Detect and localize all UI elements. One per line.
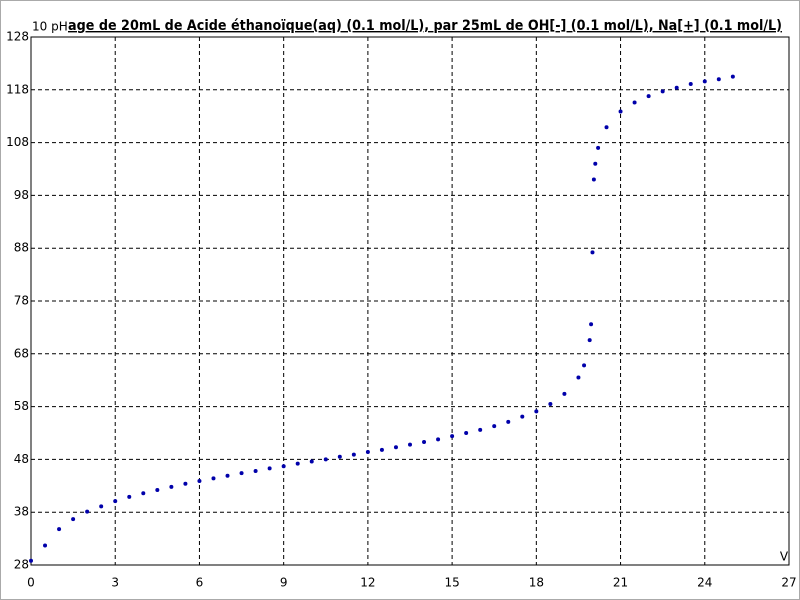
y-tick-label: 48 [14,452,29,466]
data-point [492,424,497,429]
y-tick-label: 118 [6,82,29,96]
x-tick-label: 18 [529,576,544,590]
x-tick-label: 27 [781,576,796,590]
data-point [71,517,76,522]
data-point [281,464,286,469]
data-point [436,437,441,442]
data-point [29,558,33,563]
data-point [99,504,104,509]
data-point [604,125,609,130]
plot-frame [30,36,790,566]
y-tick-label: 88 [14,241,29,255]
data-point [267,466,272,471]
data-point [323,457,328,462]
y-tick-label: 78 [14,294,29,308]
data-point [450,434,455,439]
y-tick-label: 58 [14,399,29,413]
data-point [590,250,595,255]
data-point [593,161,598,166]
data-point [337,454,342,459]
data-point [478,427,483,432]
x-tick-label: 9 [280,576,288,590]
x-axis-label: V [780,550,789,564]
y-axis-label: 10 pH [32,20,68,34]
y-tick-label: 38 [14,505,29,519]
x-tick-label: 12 [360,576,375,590]
data-point [548,401,553,406]
data-point [506,419,511,424]
data-point [576,375,581,380]
data-point [464,431,469,435]
x-tick-label: 15 [444,576,459,590]
data-point [393,445,398,450]
data-point [716,77,721,82]
data-point [408,442,412,447]
y-tick-label: 128 [6,30,29,44]
data-point [422,439,427,444]
data-point [183,481,188,486]
x-tick-label: 24 [697,576,712,590]
data-point [379,447,384,452]
data-point [57,527,62,532]
data-point [309,459,314,464]
data-point [587,338,592,343]
data-point [85,509,90,514]
data-point [155,488,160,493]
data-point [295,461,300,466]
data-point [688,81,693,86]
data-point [674,85,679,90]
data-point [113,499,118,504]
data-point [582,363,587,368]
x-tick-label: 0 [27,576,35,590]
x-tick-label: 3 [111,576,119,590]
data-point [197,479,202,484]
data-point [562,391,567,396]
data-point [253,469,258,474]
data-point [520,414,525,419]
data-point [596,145,601,150]
data-point [646,94,651,99]
data-point [618,109,623,114]
y-tick-label: 98 [14,188,29,202]
data-point [632,100,637,105]
data-point [225,473,230,478]
data-point [43,543,48,548]
y-tick-label: 108 [6,135,29,149]
data-point [127,494,132,499]
chart-title: age de 20mL de Acide éthanoïque(aq) (0.1… [68,18,782,34]
data-point [351,452,356,457]
data-point [239,471,244,476]
data-point [534,409,539,414]
y-tick-label: 68 [14,346,29,360]
data-point [702,79,707,84]
data-point [591,177,596,182]
data-point [660,89,665,94]
x-tick-label: 6 [196,576,204,590]
data-point [141,491,146,496]
y-tick-label: 28 [14,558,29,572]
data-point [365,450,370,455]
data-point [589,322,594,327]
data-point [211,476,216,481]
data-point [169,484,174,489]
x-tick-label: 21 [613,576,628,590]
data-point [730,74,735,79]
